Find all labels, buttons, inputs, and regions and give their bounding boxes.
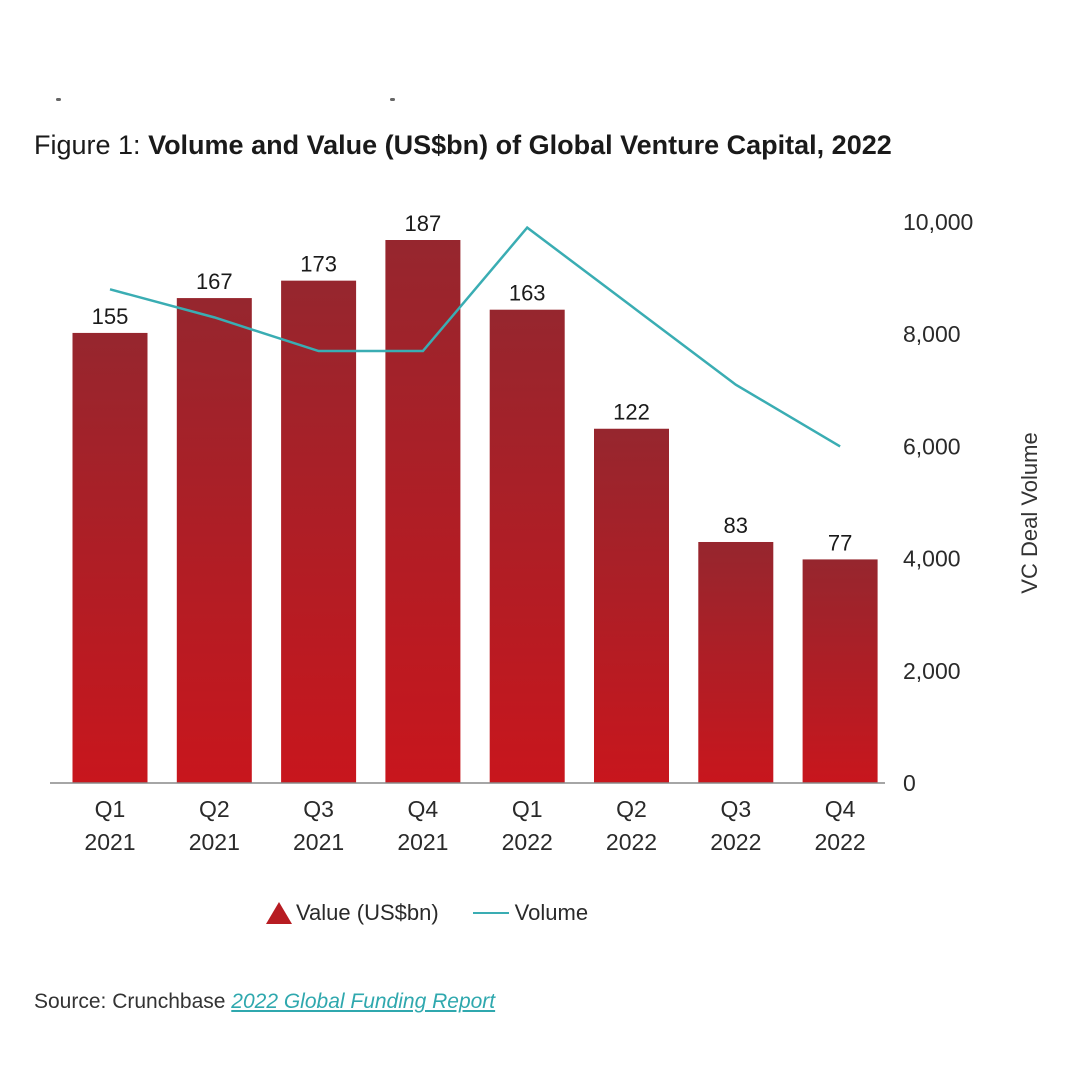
bar <box>489 309 565 783</box>
x-tick-label: Q1 <box>95 796 126 822</box>
right-axis-label: VC Deal Volume <box>1017 432 1042 593</box>
source-link[interactable]: 2022 Global Funding Report <box>231 990 496 1013</box>
x-tick-label: Q2 <box>199 796 230 822</box>
legend-value-swatch <box>266 902 292 924</box>
bar-value-label: 122 <box>613 400 650 425</box>
x-tick-label: Q4 <box>825 796 856 822</box>
x-tick-label: 2021 <box>293 829 344 855</box>
x-tick-label: 2021 <box>84 829 135 855</box>
x-tick-label: Q1 <box>512 796 543 822</box>
right-axis-tick-label: 4,000 <box>903 546 961 572</box>
bar-value-label: 77 <box>828 530 852 555</box>
bar-value-labels: 155 167 173 187 163 122 83 77 <box>92 211 853 555</box>
x-tick-label: 2021 <box>397 829 448 855</box>
source-prefix: Source: Crunchbase <box>34 990 232 1013</box>
bar-value-label: 187 <box>405 211 442 236</box>
x-tick-label: 2021 <box>189 829 240 855</box>
legend: Value (US$bn) Volume <box>266 900 588 926</box>
x-tick-label: Q2 <box>616 796 647 822</box>
figure-title: Volume and Value (US$bn) of Global Ventu… <box>148 130 892 160</box>
legend-value-label: Value (US$bn) <box>296 900 439 925</box>
x-tick-label: Q4 <box>408 796 439 822</box>
cropped-text-line <box>34 96 395 106</box>
bar <box>594 428 669 783</box>
bar-series <box>72 240 878 783</box>
legend-volume-label: Volume <box>514 900 589 925</box>
right-axis-ticks: 0 2,000 4,000 6,000 8,000 10,000 <box>903 209 973 796</box>
bar <box>176 298 252 783</box>
right-axis-tick-label: 10,000 <box>903 209 973 235</box>
bar-value-label: 173 <box>300 252 337 277</box>
source-note: Source: Crunchbase 2022 Global Funding R… <box>34 990 495 1014</box>
figure-prefix: Figure 1: <box>34 130 149 160</box>
bar-value-label: 167 <box>196 269 233 294</box>
chart-title: Figure 1: Volume and Value (US$bn) of Gl… <box>34 130 892 161</box>
right-axis-tick-label: 0 <box>903 770 916 796</box>
bar-value-label: 83 <box>724 513 748 538</box>
right-axis-tick-label: 2,000 <box>903 658 961 684</box>
right-axis-tick-label: 8,000 <box>903 321 961 347</box>
x-tick-label: 2022 <box>815 829 866 855</box>
bar <box>281 280 357 783</box>
x-tick-label: 2022 <box>710 829 761 855</box>
x-tick-label: 2022 <box>502 829 553 855</box>
bar <box>802 559 878 783</box>
bar <box>385 240 461 783</box>
volume-line <box>109 225 841 448</box>
bar-value-label: 155 <box>92 304 129 329</box>
bar <box>698 541 774 783</box>
bar <box>72 332 148 783</box>
bar-value-label: 163 <box>509 281 546 306</box>
x-tick-label: Q3 <box>720 796 751 822</box>
legend-volume-swatch <box>472 912 509 914</box>
right-axis-tick-label: 6,000 <box>903 433 961 459</box>
x-tick-label: Q3 <box>303 796 334 822</box>
x-axis-ticks: Q1 2021 Q2 2021 Q3 2021 Q4 2021 Q1 2022 Q2 2022 Q3 20… <box>84 796 865 855</box>
x-tick-label: 2022 <box>606 829 657 855</box>
